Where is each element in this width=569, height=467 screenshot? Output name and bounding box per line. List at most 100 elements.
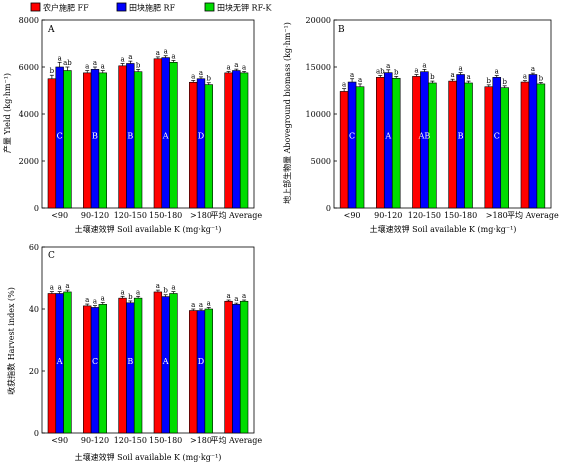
group-label: C: [494, 131, 500, 140]
significance-label: a: [120, 288, 124, 296]
bar-rf: [90, 307, 100, 434]
significance-label: a: [136, 288, 140, 296]
bar-ff: [118, 65, 127, 209]
bar-rf: [528, 74, 538, 209]
y-tick-label: 2000: [19, 157, 39, 166]
group-label: A: [384, 131, 391, 140]
bar-ff: [83, 72, 92, 209]
bar-rf: [232, 304, 241, 434]
bar-ff: [83, 305, 92, 434]
bar-ff: [412, 76, 421, 209]
bar-rfk: [133, 71, 143, 209]
bar-rf: [126, 302, 135, 434]
group-label: B: [92, 131, 98, 140]
y-tick-label: 10000: [306, 110, 331, 119]
significance-label: a: [458, 65, 462, 73]
y-tick-label: 20: [29, 367, 39, 376]
bar-rf: [232, 70, 241, 209]
bar-ff: [224, 300, 233, 434]
significance-label: a: [171, 52, 175, 60]
bar-rfk: [500, 87, 509, 209]
group-label: C: [57, 131, 63, 140]
bar-rf: [196, 78, 206, 209]
bar-rfk: [464, 82, 473, 209]
significance-label: a: [85, 296, 89, 304]
y-axis-label: 产量 Yield (kg·hm⁻¹): [2, 73, 12, 153]
x-tick-label: 90-120: [374, 211, 402, 220]
bar-rfk: [133, 297, 143, 434]
bar-ff: [189, 81, 198, 209]
significance-label: ab: [376, 67, 385, 75]
bar-rfk: [169, 61, 178, 209]
significance-label: a: [164, 48, 168, 56]
significance-label: a: [523, 73, 527, 81]
significance-label: a: [58, 54, 62, 62]
bar-rf: [492, 77, 502, 209]
x-axis-label: 土壤速效钾 Soil available K (mg·kg⁻¹): [75, 452, 222, 462]
significance-label: a: [93, 298, 97, 306]
y-axis-label: 收获指数 Harvest index (%): [6, 287, 16, 395]
significance-label: a: [242, 63, 246, 71]
bar-rf: [347, 81, 357, 209]
significance-label: a: [226, 292, 230, 300]
significance-label: a: [242, 292, 246, 300]
y-tick-label: 0: [34, 429, 39, 438]
plot-frame: [41, 246, 255, 434]
y-axis-label: 地上部生物量 Aboveground biomass (kg·hm⁻¹): [282, 22, 292, 204]
bar-rfk: [239, 300, 249, 434]
bar-rfk: [98, 304, 107, 434]
group-label: B: [127, 131, 133, 140]
significance-label: a: [128, 53, 132, 61]
bar-ff: [47, 78, 57, 209]
significance-label: a: [93, 59, 97, 67]
significance-label: a: [58, 284, 62, 292]
y-tick-label: 0: [34, 204, 39, 213]
group-label: AB: [418, 131, 431, 140]
group-label: D: [198, 357, 204, 366]
group-label: C: [92, 357, 98, 366]
bar-rf: [196, 310, 206, 434]
significance-label: a: [234, 61, 238, 69]
bar-ff: [47, 293, 57, 434]
significance-label: a: [495, 67, 499, 75]
panel-letter: C: [48, 251, 55, 261]
x-tick-label: 120-150: [114, 211, 147, 220]
y-tick-label: 5000: [311, 157, 331, 166]
x-tick-label: 120-150: [114, 436, 147, 445]
bar-ff: [339, 91, 349, 209]
bar-rfk: [169, 293, 178, 434]
legend-swatch-ff: [30, 2, 41, 12]
bar-ff: [153, 58, 163, 209]
x-tick-label: 150-180: [149, 211, 182, 220]
significance-label: ab: [63, 59, 72, 67]
legend-swatch-rf: [116, 2, 127, 12]
bar-rfk: [63, 291, 72, 434]
significance-label: b: [136, 61, 141, 69]
group-label: A: [56, 357, 63, 366]
significance-label: a: [171, 284, 175, 292]
axes: 0 5000 10000 15000 20000 <90 90-120 120-150 150-…: [306, 16, 559, 220]
y-tick-label: 0: [326, 204, 331, 213]
bar-rfk: [391, 77, 401, 209]
panel-letter: B: [338, 25, 345, 35]
group-label: B: [127, 357, 133, 366]
bar-ff: [189, 310, 198, 434]
x-tick-label: 平均 Average: [210, 435, 262, 445]
significance-label: a: [358, 76, 362, 84]
y-tick-label: 4000: [19, 110, 39, 119]
x-tick-label: >180: [190, 436, 212, 445]
bar-ff: [153, 291, 163, 434]
significance-label: a: [531, 65, 535, 73]
x-tick-label: 150-180: [149, 436, 182, 445]
x-axis-label: 土壤速效钾 Soil available K (mg·kg⁻¹): [370, 224, 517, 234]
panel-biomass: B 地上部生物量 Aboveground biomass (kg·hm⁻¹) 土…: [282, 16, 559, 234]
bar-rfk: [355, 86, 365, 209]
x-tick-label: 120-150: [408, 211, 441, 220]
bar-ff: [224, 72, 233, 209]
panel-yield: A 产量 Yield (kg·hm⁻¹) 土壤速效钾 Soil availabl…: [2, 16, 262, 234]
